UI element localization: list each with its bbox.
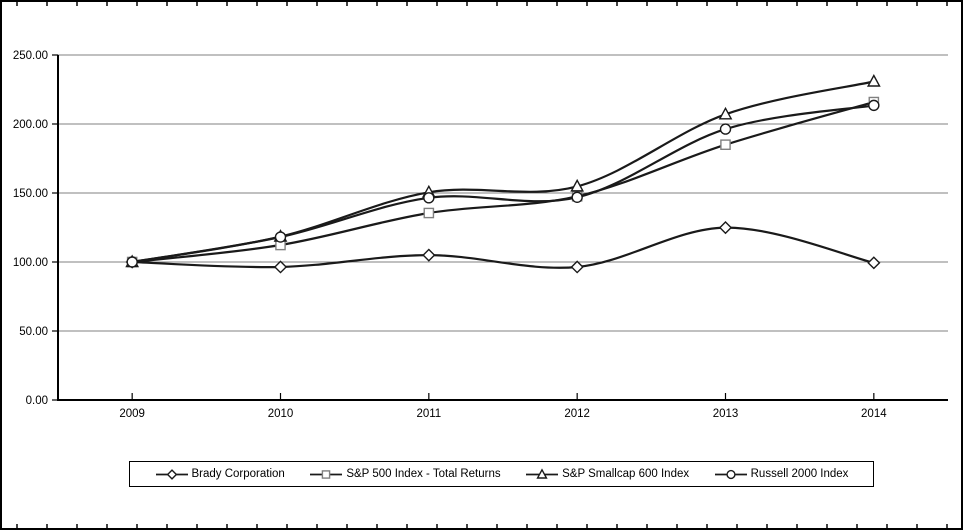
gridlines	[58, 54, 948, 332]
diamond-marker	[867, 256, 881, 270]
y-axis-tick-label: 150.00	[13, 188, 48, 200]
legend-label: Russell 2000 Index	[750, 468, 849, 480]
triangle-marker	[536, 467, 548, 479]
square-marker	[322, 469, 331, 479]
legend-label: S&P Smallcap 600 Index	[562, 468, 690, 480]
x-axis-labels: 2009 2010 2011 2012 2013 2014	[119, 408, 887, 420]
legend-item-diamond: Brady Corporation	[155, 468, 285, 481]
y-axis-tick-label: 250.00	[13, 50, 48, 62]
circle-marker	[868, 99, 880, 112]
series-s-p-500-index-total-returns	[126, 96, 880, 268]
y-axis-tick-label: 0.00	[26, 395, 48, 407]
x-axis-tick-label: 2013	[713, 408, 739, 420]
diamond-marker	[718, 221, 733, 235]
bottom-border-dash-artifacts	[2, 524, 961, 528]
circle-marker	[571, 191, 583, 203]
diamond-marker	[273, 260, 288, 274]
circle-legend-icon	[714, 469, 747, 479]
triangle-marker	[718, 106, 733, 120]
x-axis-tick-label: 2011	[416, 408, 441, 420]
circle-marker	[274, 231, 287, 243]
legend-item-square: S&P 500 Index - Total Returns	[309, 468, 501, 481]
legend-item-circle: Russell 2000 Index	[714, 468, 849, 481]
legend-label: Brady Corporation	[191, 468, 285, 480]
y-axis-tick-label: 50.00	[19, 326, 48, 338]
square-legend-icon	[310, 469, 343, 479]
triangle-marker	[866, 74, 881, 87]
diamond-legend-icon	[155, 468, 188, 480]
square-marker	[720, 139, 731, 151]
circle-marker	[423, 192, 435, 204]
series-line	[131, 104, 874, 264]
x-axis-tick-label: 2010	[268, 408, 294, 420]
y-axis-tick-label: 200.00	[13, 119, 48, 131]
series-line	[132, 101, 875, 264]
series-russell-2000-index	[126, 99, 880, 268]
circle-marker	[126, 256, 138, 268]
series-line	[131, 80, 875, 264]
square-marker	[423, 207, 435, 219]
legend-item-triangle: S&P Smallcap 600 Index	[525, 467, 690, 481]
circle-marker	[726, 469, 736, 479]
x-axis-tick-label: 2012	[564, 408, 590, 420]
x-axis-tick-label: 2009	[119, 408, 145, 420]
series-s-p-smallcap-600-index	[125, 74, 881, 268]
chart-legend: Brady Corporation S&P 500 Index - Total R…	[129, 461, 874, 487]
axis-ticks	[52, 54, 875, 401]
y-axis-tick-label: 100.00	[13, 257, 48, 269]
diamond-marker	[570, 260, 584, 274]
diamond-marker	[422, 248, 436, 262]
circle-marker	[719, 123, 732, 135]
series-line	[132, 226, 875, 269]
y-axis-labels: 250.00 200.00 150.00 100.00 50.00 0.00	[13, 50, 48, 407]
legend-label: S&P 500 Index - Total Returns	[346, 468, 501, 480]
triangle-marker	[570, 178, 585, 192]
x-axis-tick-label: 2014	[861, 408, 887, 420]
series-brady-corporation	[125, 221, 881, 274]
triangle-legend-icon	[526, 467, 559, 479]
diamond-marker	[166, 468, 177, 480]
top-border-dash-artifacts	[2, 2, 961, 6]
